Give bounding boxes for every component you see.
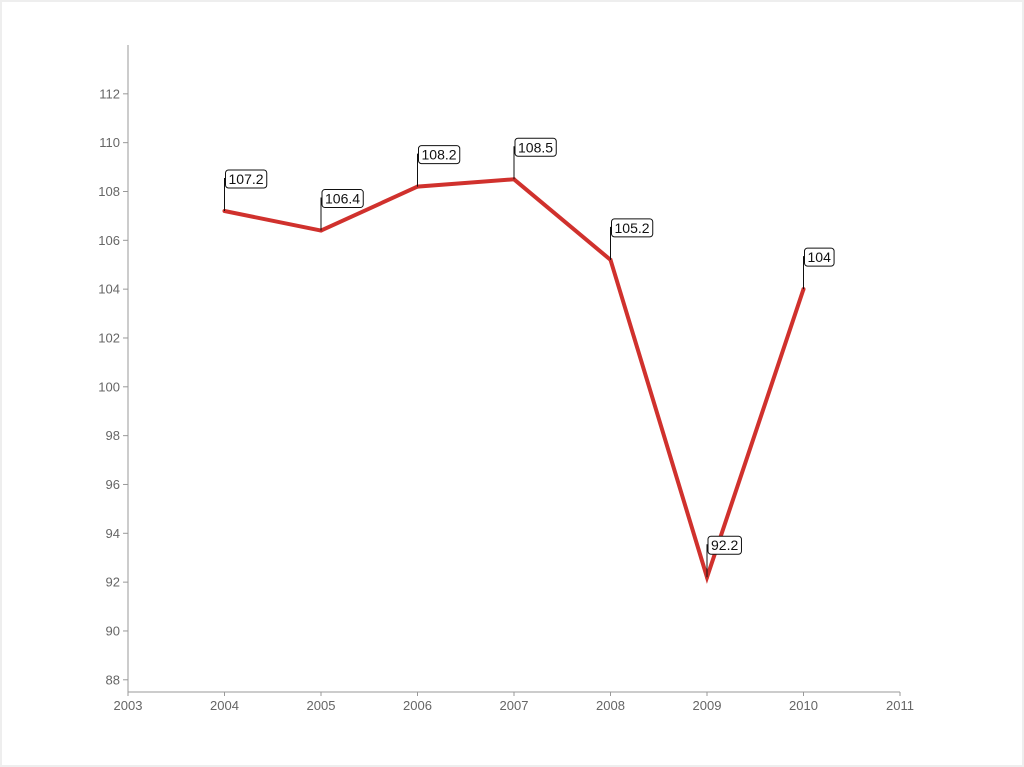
y-tick-label-1: 90	[106, 623, 120, 638]
data-label-box-2	[418, 145, 461, 165]
x-tick-label-0: 2003	[114, 698, 143, 713]
x-tick-label-3: 2006	[403, 698, 432, 713]
x-tick-label-1: 2004	[210, 698, 239, 713]
data-label-1: 106.4	[325, 191, 360, 207]
y-tick-label-9: 106	[98, 233, 120, 248]
series-line-0	[224, 177, 806, 584]
data-label-2: 108.2	[422, 147, 457, 163]
x-tick-label-8: 2011	[886, 698, 914, 713]
data-label-box-6	[804, 247, 835, 267]
y-tick-label-12: 112	[99, 86, 120, 101]
data-label-box-5	[707, 535, 742, 555]
data-label-box-1	[321, 189, 364, 209]
data-label-box-0	[225, 169, 268, 189]
x-tick-label-5: 2008	[596, 698, 625, 713]
data-label-box-4	[611, 218, 654, 238]
x-tick-label-4: 2007	[500, 698, 529, 713]
y-tick-label-10: 108	[98, 184, 120, 199]
data-label-3: 108.5	[518, 139, 553, 155]
x-tick-label-6: 2009	[693, 698, 722, 713]
data-label-5: 92.2	[711, 537, 738, 553]
y-tick-label-7: 102	[98, 330, 120, 345]
data-label-0: 107.2	[229, 171, 264, 187]
y-tick-label-8: 104	[98, 282, 120, 297]
x-tick-label-7: 2010	[789, 698, 818, 713]
y-tick-label-11: 110	[99, 135, 120, 150]
data-label-4: 105.2	[615, 220, 650, 236]
y-tick-label-5: 98	[106, 428, 120, 443]
y-tick-label-6: 100	[98, 379, 120, 394]
data-label-6: 104	[808, 249, 832, 265]
data-label-box-3	[514, 137, 557, 157]
y-tick-label-0: 88	[106, 672, 120, 687]
x-tick-label-2: 2005	[307, 698, 336, 713]
y-tick-label-3: 94	[106, 526, 120, 541]
y-tick-label-2: 92	[106, 575, 120, 590]
y-tick-label-4: 96	[106, 477, 120, 492]
